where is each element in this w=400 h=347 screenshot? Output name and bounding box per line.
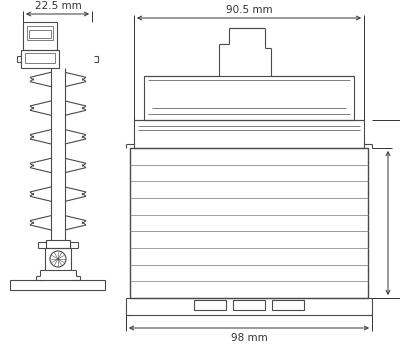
Bar	[233, 300, 265, 310]
Bar	[45, 248, 71, 270]
Bar	[46, 240, 70, 248]
Bar	[194, 300, 226, 310]
Bar	[272, 300, 304, 310]
Bar	[25, 53, 55, 63]
Bar	[130, 148, 368, 298]
Bar	[144, 76, 354, 120]
Bar	[126, 298, 372, 315]
Text: 98 mm: 98 mm	[231, 333, 267, 343]
Bar	[134, 120, 364, 148]
Bar	[10, 280, 105, 290]
Text: 22.5 mm: 22.5 mm	[35, 1, 81, 11]
Bar	[29, 30, 51, 38]
Bar	[27, 26, 53, 40]
Bar	[23, 22, 57, 50]
Bar	[21, 50, 59, 68]
Text: 90.5 mm: 90.5 mm	[226, 5, 272, 15]
